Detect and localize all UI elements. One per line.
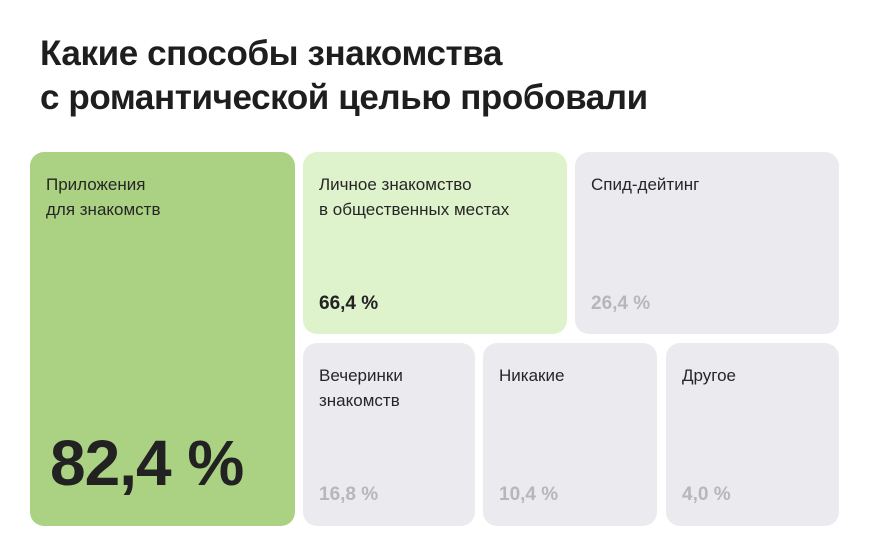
tile-dating-apps-label: Приложения для знакомств [46,172,161,222]
tile-none: Никакие 10,4 % [483,343,657,526]
tile-other-label: Другое [682,363,736,388]
tile-dating-parties-label: Вечеринки знакомств [319,363,403,413]
tile-speed-dating: Спид-дейтинг 26,4 % [575,152,839,334]
tile-speed-dating-label-line-1: Спид-дейтинг [591,175,700,194]
tile-in-person-label-line-2: в общественных местах [319,200,510,219]
tile-in-person-label: Личное знакомство в общественных местах [319,172,509,222]
tile-none-label-line-1: Никакие [499,366,565,385]
tile-dating-parties: Вечеринки знакомств 16,8 % [303,343,475,526]
tile-dating-apps-label-line-1: Приложения [46,175,146,194]
chart-title: Какие способы знакомства с романтической… [40,32,840,120]
tile-dating-apps-label-line-2: для знакомств [46,200,161,219]
tile-other-value: 4,0 % [682,484,731,505]
chart-title-line-2: с романтической целью пробовали [40,78,648,117]
tile-speed-dating-value: 26,4 % [591,293,651,314]
tile-none-label: Никакие [499,363,564,388]
tile-dating-parties-label-line-2: знакомств [319,391,400,410]
tile-dating-apps: Приложения для знакомств 82,4 % [30,152,295,526]
tile-in-person: Личное знакомство в общественных местах … [303,152,567,334]
tile-dating-parties-label-line-1: Вечеринки [319,366,403,385]
tile-dating-parties-value: 16,8 % [319,484,379,505]
tile-none-value: 10,4 % [499,484,559,505]
tile-other: Другое 4,0 % [666,343,839,526]
tile-other-label-line-1: Другое [682,366,737,385]
tile-speed-dating-label: Спид-дейтинг [591,172,699,197]
chart-title-line-1: Какие способы знакомства [40,34,503,73]
tile-in-person-value: 66,4 % [319,293,379,314]
tile-dating-apps-value: 82,4 % [50,427,244,499]
tile-in-person-label-line-1: Личное знакомство [319,175,472,194]
